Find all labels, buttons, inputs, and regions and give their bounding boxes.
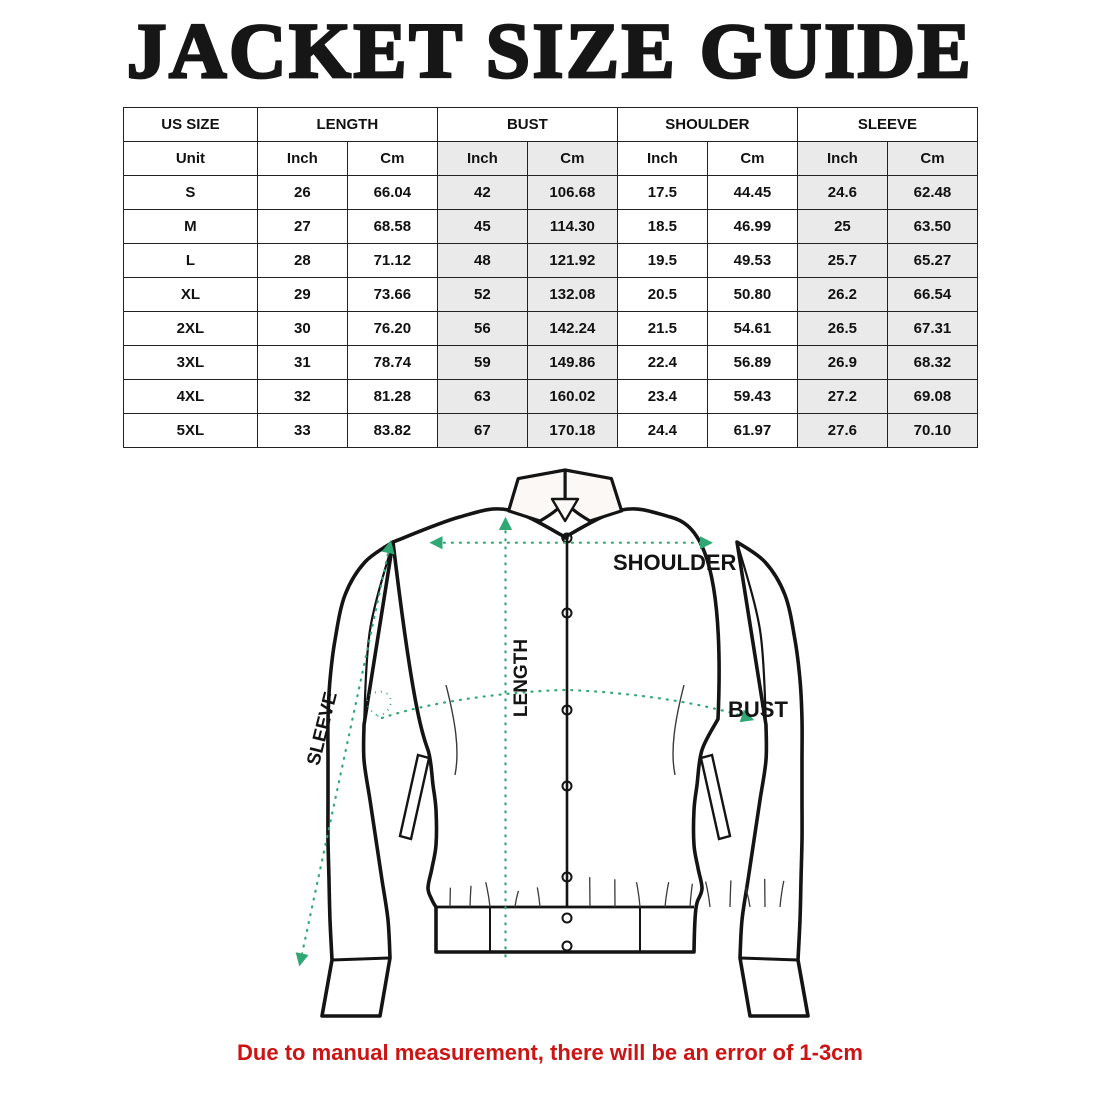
svg-text:SHOULDER: SHOULDER (613, 550, 737, 575)
svg-text:LENGTH: LENGTH (511, 639, 532, 717)
svg-text:BUST: BUST (728, 697, 788, 722)
